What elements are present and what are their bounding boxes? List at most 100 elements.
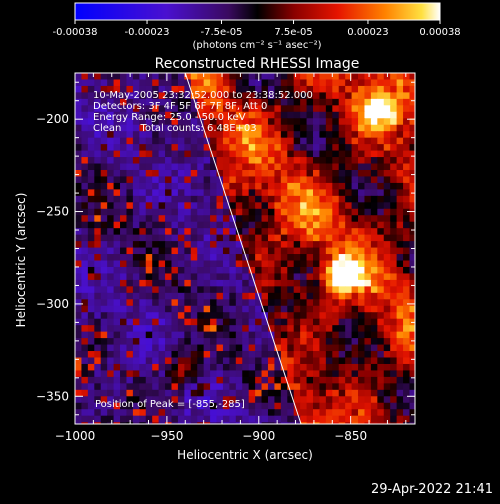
heatmap-cell xyxy=(332,73,340,81)
heatmap-cell xyxy=(313,215,321,223)
heatmap-cell xyxy=(229,266,237,275)
heatmap-cell xyxy=(210,131,218,139)
heatmap-cell xyxy=(351,124,359,132)
heatmap-cell xyxy=(210,338,218,346)
heatmap-cell xyxy=(409,79,415,87)
heatmap-cell xyxy=(383,338,391,346)
heatmap-cell xyxy=(287,422,295,424)
heatmap-cell xyxy=(390,105,398,113)
heatmap-cell xyxy=(139,351,147,359)
heatmap-cell xyxy=(120,286,128,294)
heatmap-cell xyxy=(229,312,237,320)
heatmap-cell xyxy=(345,202,353,210)
heatmap-cell xyxy=(409,312,415,320)
heatmap-cell xyxy=(306,325,314,333)
heatmap-cell xyxy=(100,208,108,216)
heatmap-cell xyxy=(351,305,359,313)
heatmap-cell xyxy=(313,338,321,346)
heatmap-cell xyxy=(216,131,224,139)
heatmap-cell xyxy=(370,286,378,294)
heatmap-cell xyxy=(81,105,89,113)
heatmap-cell xyxy=(171,189,179,197)
heatmap-cell xyxy=(287,292,295,300)
heatmap-cell xyxy=(126,85,134,93)
heatmap-cell xyxy=(261,221,269,229)
heatmap-cell xyxy=(267,402,275,410)
heatmap-cell xyxy=(358,202,366,210)
heatmap-cell xyxy=(100,157,108,165)
heatmap-cell xyxy=(364,422,372,424)
heatmap-cell xyxy=(319,144,327,152)
heatmap-cell xyxy=(293,299,301,307)
heatmap-cell xyxy=(120,299,128,307)
heatmap-cell xyxy=(87,409,95,417)
heatmap-cell xyxy=(325,228,333,236)
heatmap-cell xyxy=(190,260,198,268)
heatmap-cell xyxy=(100,98,108,106)
heatmap-cell xyxy=(293,402,301,410)
heatmap-cell xyxy=(351,415,359,423)
heatmap-cell xyxy=(306,254,314,262)
heatmap-cell xyxy=(409,131,415,139)
heatmap-cell xyxy=(177,409,185,417)
heatmap-cell xyxy=(87,266,95,275)
heatmap-cell xyxy=(338,383,346,391)
heatmap-cell xyxy=(210,376,218,384)
heatmap-cell xyxy=(325,79,333,87)
heatmap-cell xyxy=(120,292,128,300)
heatmap-cell xyxy=(358,389,366,397)
heatmap-cell xyxy=(126,266,134,275)
heatmap-cell xyxy=(293,351,301,359)
heatmap-cell xyxy=(261,396,269,404)
heatmap-cell xyxy=(306,98,314,106)
heatmap-cell xyxy=(274,208,282,216)
heatmap-cell xyxy=(203,169,211,178)
heatmap-cell xyxy=(300,363,308,372)
heatmap-cell xyxy=(165,363,173,372)
heatmap-cell xyxy=(87,176,95,184)
heatmap-cell xyxy=(81,247,89,255)
heatmap-cell xyxy=(313,254,321,262)
heatmap-cell xyxy=(313,331,321,339)
heatmap-cell xyxy=(94,254,102,262)
heatmap-cell xyxy=(171,383,179,391)
heatmap-cell xyxy=(158,389,166,397)
heatmap-cell xyxy=(126,144,134,152)
heatmap-cell xyxy=(242,73,250,81)
heatmap-cell xyxy=(332,260,340,268)
heatmap-cell xyxy=(229,202,237,210)
heatmap-cell xyxy=(390,234,398,242)
heatmap-cell xyxy=(145,312,153,320)
heatmap-cell xyxy=(267,376,275,384)
heatmap-cell xyxy=(113,273,121,281)
heatmap-cell xyxy=(81,150,89,158)
heatmap-cell xyxy=(325,396,333,404)
heatmap-cell xyxy=(313,318,321,326)
heatmap-cell xyxy=(75,182,83,190)
heatmap-cell xyxy=(267,273,275,281)
heatmap-cell xyxy=(222,357,230,365)
heatmap-cell xyxy=(319,376,327,384)
heatmap-cell xyxy=(210,286,218,294)
heatmap-cell xyxy=(396,124,404,132)
heatmap-cell xyxy=(81,137,89,145)
heatmap-cell xyxy=(216,402,224,410)
heatmap-cell xyxy=(319,79,327,87)
heatmap-cell xyxy=(203,273,211,281)
heatmap-cell xyxy=(75,273,83,281)
heatmap-cell xyxy=(287,118,295,126)
heatmap-cell xyxy=(87,157,95,165)
heatmap-cell xyxy=(197,402,205,410)
heatmap-cell xyxy=(358,137,366,145)
heatmap-cell xyxy=(306,182,314,190)
heatmap-cell xyxy=(293,370,301,378)
heatmap-cell xyxy=(190,169,198,178)
heatmap-cell xyxy=(107,292,115,300)
heatmap-cell xyxy=(139,299,147,307)
heatmap-cell xyxy=(107,144,115,152)
heatmap-cell xyxy=(242,111,250,119)
heatmap-cell xyxy=(255,234,263,242)
heatmap-cell xyxy=(184,85,192,93)
heatmap-cell xyxy=(171,292,179,300)
